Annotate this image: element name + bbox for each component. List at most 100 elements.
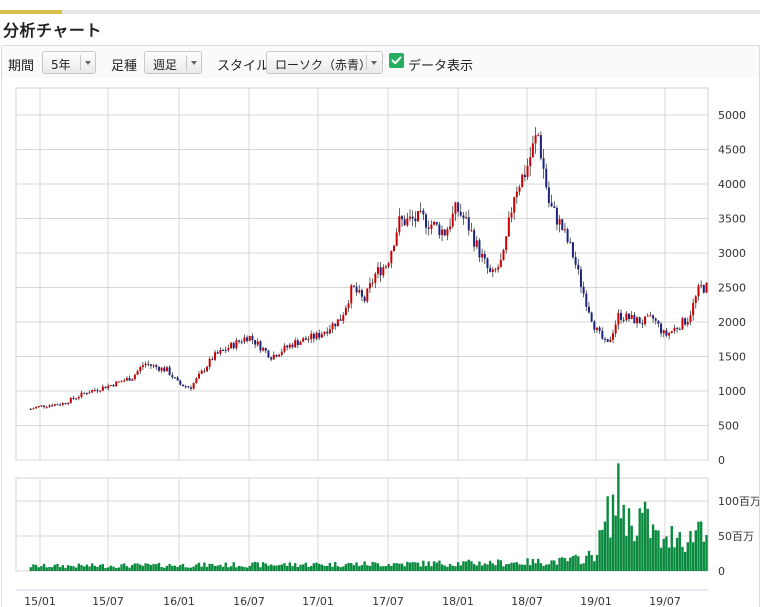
candle-body (125, 378, 128, 381)
volume-bar (117, 567, 121, 571)
volume-bar (235, 567, 238, 571)
candle-body (254, 340, 257, 345)
candle-body (595, 327, 598, 330)
price-tick-label: 2000 (718, 316, 746, 329)
volume-bar (609, 537, 612, 571)
check-icon (391, 56, 402, 65)
candle-body (644, 316, 647, 325)
candle-body (123, 380, 126, 382)
volume-bar (211, 563, 214, 571)
volume-bar (293, 563, 297, 571)
volume-bar (494, 565, 497, 571)
volume-bar (64, 567, 67, 571)
candle-body (652, 315, 655, 319)
candle-body (694, 296, 697, 303)
volume-bar (173, 565, 177, 571)
candle-body (326, 331, 329, 334)
candle-body (700, 285, 703, 287)
volume-bar (438, 560, 441, 571)
candle-body (465, 217, 468, 219)
volume-bar (545, 564, 548, 571)
volume-bar (606, 496, 609, 571)
candle-body (561, 219, 564, 230)
candle-body (475, 240, 478, 247)
volume-bar (590, 555, 593, 571)
volume-bar (82, 566, 86, 571)
volume-bar (496, 559, 500, 571)
volume-bar (638, 508, 641, 571)
volume-bar (483, 563, 487, 571)
stock-chart[interactable]: 0 500 1000 1500 2000 2500 3000 3500 4000 4500 5000… (2, 78, 759, 607)
candle-body (80, 392, 83, 397)
interval-select[interactable]: 週足 (144, 51, 202, 74)
volume-bar (160, 566, 163, 571)
candle-body (483, 253, 486, 259)
candle-body (601, 330, 604, 339)
candle-body (88, 392, 91, 394)
candle-body (403, 219, 406, 226)
volume-bar (155, 564, 158, 571)
candle-body (334, 323, 337, 327)
volume-bar (331, 566, 334, 571)
period-select-divider (80, 55, 81, 70)
candle-body (593, 321, 596, 330)
candle-body (384, 266, 387, 268)
volume-bar (350, 563, 353, 571)
volume-bar (307, 566, 310, 571)
volume-bar (382, 566, 385, 571)
volume-bar (29, 567, 32, 571)
candle-body (641, 323, 644, 325)
volume-bar (288, 562, 292, 571)
candle-body (240, 341, 243, 343)
candle-body (478, 240, 481, 258)
candle-body (184, 386, 187, 388)
price-plot-frame (15, 87, 709, 461)
candle-body (64, 403, 67, 405)
interval-select-value: 週足 (153, 58, 178, 72)
candle-body (283, 345, 286, 352)
interval-select-divider (186, 55, 187, 70)
candle-body (382, 267, 385, 276)
volume-bar (339, 567, 342, 571)
candle-body (376, 267, 379, 274)
candle-body (155, 365, 158, 367)
candle-body (262, 348, 265, 351)
candle-body (37, 405, 40, 408)
candle-body (684, 318, 687, 325)
candle-body (494, 269, 497, 271)
volume-bar (352, 565, 356, 571)
top-rule (0, 10, 760, 14)
price-grid (15, 87, 709, 461)
candle-body (163, 367, 166, 372)
candle-body (43, 405, 46, 407)
candle-body (566, 229, 569, 243)
candle-body (459, 211, 462, 216)
candle-body (67, 402, 70, 404)
volume-bar (147, 563, 150, 571)
volume-bar (542, 565, 545, 571)
volume-bar (614, 515, 617, 571)
volume-bar (336, 566, 340, 571)
x-tick-label: 15/01 (24, 595, 56, 607)
candle-body (149, 364, 152, 366)
volume-bar (430, 566, 433, 571)
candle-body (598, 327, 601, 331)
candle-body (392, 245, 395, 252)
data-display-checkbox[interactable] (389, 53, 404, 68)
style-select[interactable]: ローソク（赤青） (266, 51, 383, 74)
candle-body (251, 336, 254, 341)
volume-bar (72, 566, 75, 571)
volume-bar (697, 521, 700, 571)
candle-body (390, 251, 393, 264)
candle-body (470, 230, 473, 232)
period-select[interactable]: 5年 (42, 51, 96, 74)
volume-bar (472, 564, 476, 571)
volume-bar (208, 563, 211, 571)
volume-bar (232, 562, 235, 571)
volume-bar (195, 564, 198, 571)
volume-bar (384, 566, 388, 571)
candle-body (555, 207, 558, 225)
candle-body (45, 406, 48, 408)
candle-body (617, 312, 620, 325)
volume-bar (125, 566, 129, 571)
